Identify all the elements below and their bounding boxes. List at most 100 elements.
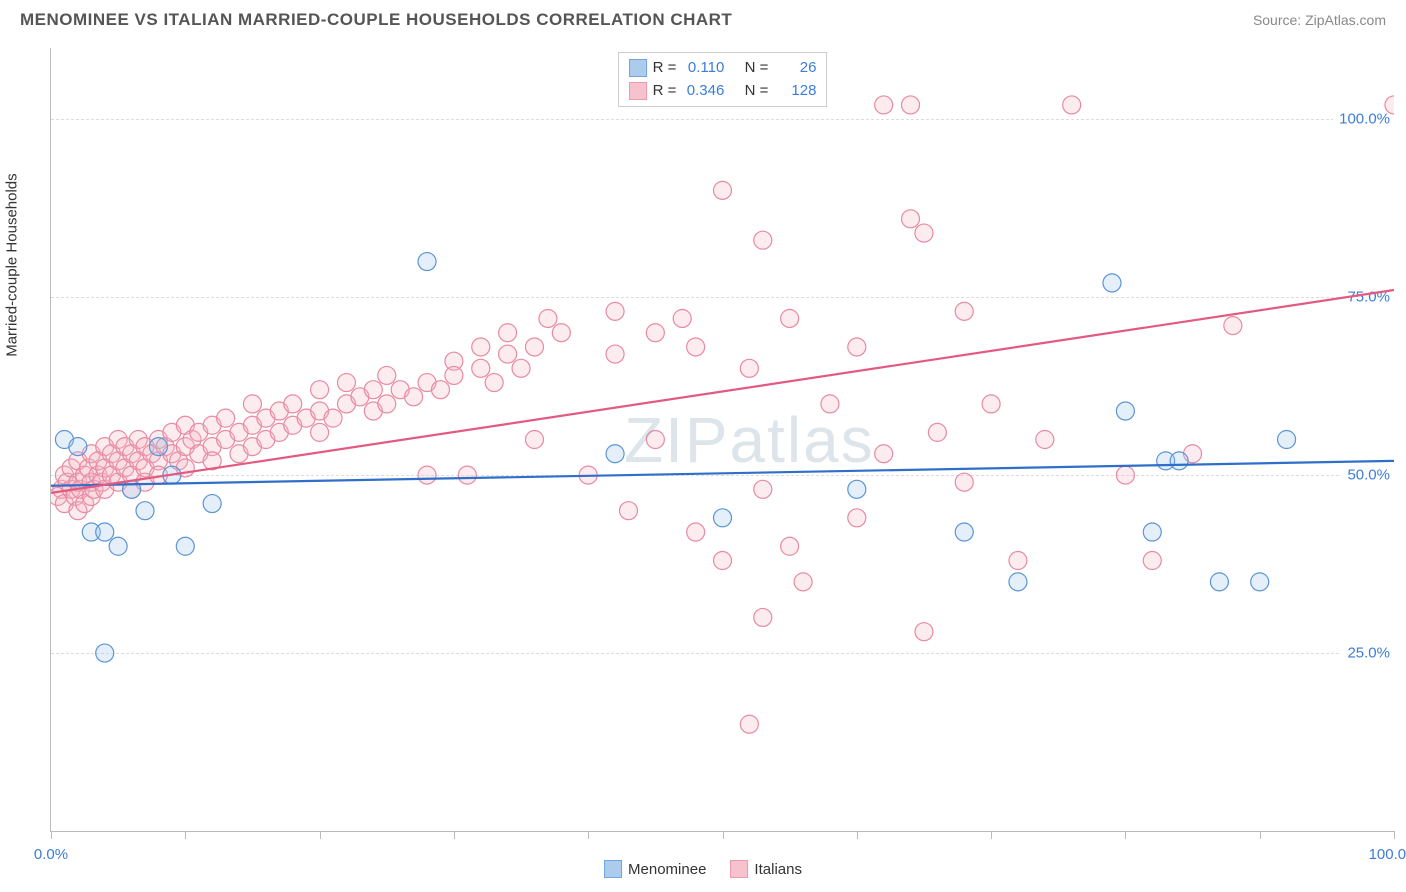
n-label: N =	[745, 57, 769, 80]
source-link[interactable]: ZipAtlas.com	[1305, 12, 1386, 28]
scatter-svg	[51, 48, 1394, 831]
data-point-italians	[955, 302, 973, 320]
data-point-italians	[243, 395, 261, 413]
data-point-italians	[902, 210, 920, 228]
data-point-italians	[1009, 552, 1027, 570]
legend-swatch-menominee	[629, 59, 647, 77]
n-label: N =	[745, 80, 769, 103]
x-tick	[1125, 831, 1126, 839]
data-point-italians	[525, 431, 543, 449]
data-point-italians	[740, 359, 758, 377]
data-point-menominee	[1009, 573, 1027, 591]
data-point-menominee	[1170, 452, 1188, 470]
x-tick-label: 0.0%	[34, 846, 68, 863]
x-tick	[723, 831, 724, 839]
data-point-italians	[714, 552, 732, 570]
data-point-italians	[485, 374, 503, 392]
data-point-italians	[673, 309, 691, 327]
legend-swatch-menominee	[604, 860, 622, 878]
data-point-menominee	[96, 523, 114, 541]
data-point-italians	[311, 423, 329, 441]
data-point-italians	[646, 431, 664, 449]
r-value-italians: 0.346	[682, 80, 724, 103]
x-tick	[857, 831, 858, 839]
chart-title: MENOMINEE VS ITALIAN MARRIED-COUPLE HOUS…	[20, 10, 732, 30]
legend-item-italians: Italians	[730, 860, 802, 878]
n-value-italians: 128	[774, 80, 816, 103]
legend-label-italians: Italians	[754, 861, 802, 878]
data-point-italians	[754, 480, 772, 498]
legend-swatch-italians	[730, 860, 748, 878]
data-point-italians	[687, 338, 705, 356]
data-point-italians	[1116, 466, 1134, 484]
n-value-menominee: 26	[774, 57, 816, 80]
trend-line-menominee	[51, 461, 1394, 486]
data-point-italians	[955, 473, 973, 491]
data-point-italians	[445, 366, 463, 384]
data-point-italians	[687, 523, 705, 541]
data-point-menominee	[109, 537, 127, 555]
plot-area: ZIPatlas R =0.110 N =26R =0.346 N =128 2…	[50, 48, 1394, 832]
x-tick	[51, 831, 52, 839]
data-point-italians	[848, 509, 866, 527]
data-point-italians	[928, 423, 946, 441]
data-point-italians	[472, 338, 490, 356]
data-point-menominee	[1103, 274, 1121, 292]
data-point-italians	[217, 409, 235, 427]
data-point-italians	[525, 338, 543, 356]
data-point-italians	[1143, 552, 1161, 570]
data-point-italians	[794, 573, 812, 591]
legend-stats: R =0.110 N =26R =0.346 N =128	[618, 52, 828, 107]
x-tick	[185, 831, 186, 839]
data-point-italians	[405, 388, 423, 406]
data-point-italians	[472, 359, 490, 377]
data-point-italians	[781, 537, 799, 555]
legend-label-menominee: Menominee	[628, 861, 706, 878]
legend-item-menominee: Menominee	[604, 860, 706, 878]
data-point-menominee	[176, 537, 194, 555]
data-point-menominee	[1210, 573, 1228, 591]
x-tick	[1260, 831, 1261, 839]
data-point-italians	[324, 409, 342, 427]
data-point-italians	[1224, 317, 1242, 335]
data-point-italians	[619, 502, 637, 520]
data-point-italians	[848, 338, 866, 356]
data-point-menominee	[136, 502, 154, 520]
data-point-menominee	[123, 480, 141, 498]
data-point-italians	[337, 374, 355, 392]
data-point-italians	[1063, 96, 1081, 114]
data-point-menominee	[96, 644, 114, 662]
x-tick	[454, 831, 455, 839]
data-point-italians	[902, 96, 920, 114]
data-point-italians	[418, 466, 436, 484]
y-axis-label: Married-couple Households	[4, 173, 21, 356]
x-tick-label: 100.0%	[1369, 846, 1406, 863]
data-point-menominee	[1251, 573, 1269, 591]
legend-stat-row-italians: R =0.346 N =128	[629, 80, 817, 103]
data-point-italians	[1385, 96, 1394, 114]
r-label: R =	[653, 80, 677, 103]
x-tick	[991, 831, 992, 839]
data-point-italians	[284, 395, 302, 413]
data-point-menominee	[69, 438, 87, 456]
data-point-italians	[378, 395, 396, 413]
data-point-italians	[982, 395, 1000, 413]
data-point-menominee	[1116, 402, 1134, 420]
data-point-italians	[606, 302, 624, 320]
x-tick	[1394, 831, 1395, 839]
legend-stat-row-menominee: R =0.110 N =26	[629, 57, 817, 80]
data-point-menominee	[1278, 431, 1296, 449]
data-point-italians	[458, 466, 476, 484]
data-point-italians	[539, 309, 557, 327]
data-point-menominee	[955, 523, 973, 541]
data-point-menominee	[606, 445, 624, 463]
data-point-menominee	[418, 253, 436, 271]
data-point-italians	[781, 309, 799, 327]
data-point-italians	[754, 608, 772, 626]
data-point-italians	[311, 381, 329, 399]
data-point-italians	[1036, 431, 1054, 449]
data-point-italians	[875, 96, 893, 114]
source-label: Source:	[1253, 12, 1301, 28]
r-value-menominee: 0.110	[682, 57, 724, 80]
data-point-italians	[364, 381, 382, 399]
